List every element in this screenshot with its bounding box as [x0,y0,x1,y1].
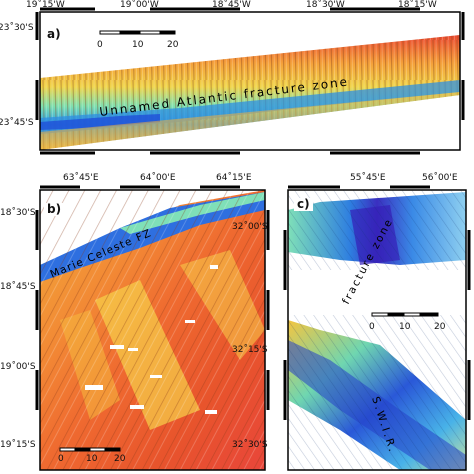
panel-a-lon-tick-4: 18˚30'W [306,0,345,10]
panel-c-label: c) [294,198,313,211]
panel-c-scale-20: 20 [434,322,446,332]
panel-a-lat-tick-1: 23˚30'S [0,23,34,33]
panel-b-map: Marie Celeste FZ [35,185,270,471]
panel-a-scale-bar [99,30,176,35]
panel-a-map: Unnamed Atlantic fracture zone [35,7,465,155]
panel-c-lon-tick-1: 55˚45'E [350,173,386,183]
panel-c-lat-tick-3: 32˚30'S [232,440,268,450]
panel-a: 19˚15'W 19˚00'W 18˚45'W 18˚30'W 18˚15'W … [0,0,474,170]
panel-c-lat-tick-1: 32˚00'S [232,222,268,232]
panel-b-scale-0: 0 [58,454,64,464]
panel-b-scale-bar [59,447,121,452]
panel-a-scale-0: 0 [97,40,103,50]
panel-b-lat-tick-3: 19˚00'S [0,362,36,372]
panel-b-scale-10: 10 [86,454,98,464]
panel-c-scale-10: 10 [399,322,411,332]
panel-b-lat-tick-2: 18˚45'S [0,282,36,292]
panel-c-map: fracture zone S.W.I.R. [283,185,471,471]
panel-c-lat-tick-2: 32˚15'S [232,345,268,355]
panel-a-label: a) [44,28,64,41]
panel-b: 63˚45'E 64˚00'E 64˚15'E 18˚30'S 18˚45'S … [0,170,280,474]
panel-a-lon-tick-3: 18˚45'W [212,0,251,10]
panel-b-lon-tick-2: 64˚00'E [140,173,176,183]
panel-b-lat-tick-4: 19˚15'S [0,440,36,450]
panel-b-lon-tick-1: 63˚45'E [63,173,99,183]
panel-a-lon-tick-1: 19˚15'W [26,0,65,10]
panel-b-scale-20: 20 [114,454,126,464]
panel-c-scale-0: 0 [369,322,375,332]
panel-c-scale-bar [371,312,439,317]
panel-b-lon-tick-3: 64˚15'E [216,173,252,183]
panel-a-lon-tick-2: 19˚00'W [120,0,159,10]
panel-a-lon-tick-5: 18˚15'W [398,0,437,10]
panel-b-lat-tick-1: 18˚30'S [0,208,36,218]
panel-c-lon-tick-2: 56˚00'E [422,173,458,183]
panel-a-scale-10: 10 [132,40,144,50]
panel-a-lat-tick-2: 23˚45'S [0,118,34,128]
panel-a-scale-20: 20 [167,40,179,50]
panel-c: 55˚45'E 56˚00'E 32˚00'S 32˚15'S 32˚30'S [232,170,474,474]
panel-b-label: b) [44,203,65,216]
